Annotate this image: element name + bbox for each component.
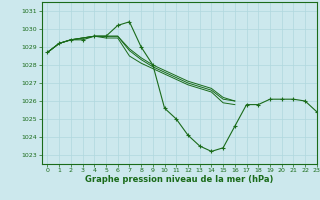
X-axis label: Graphe pression niveau de la mer (hPa): Graphe pression niveau de la mer (hPa) bbox=[85, 175, 273, 184]
